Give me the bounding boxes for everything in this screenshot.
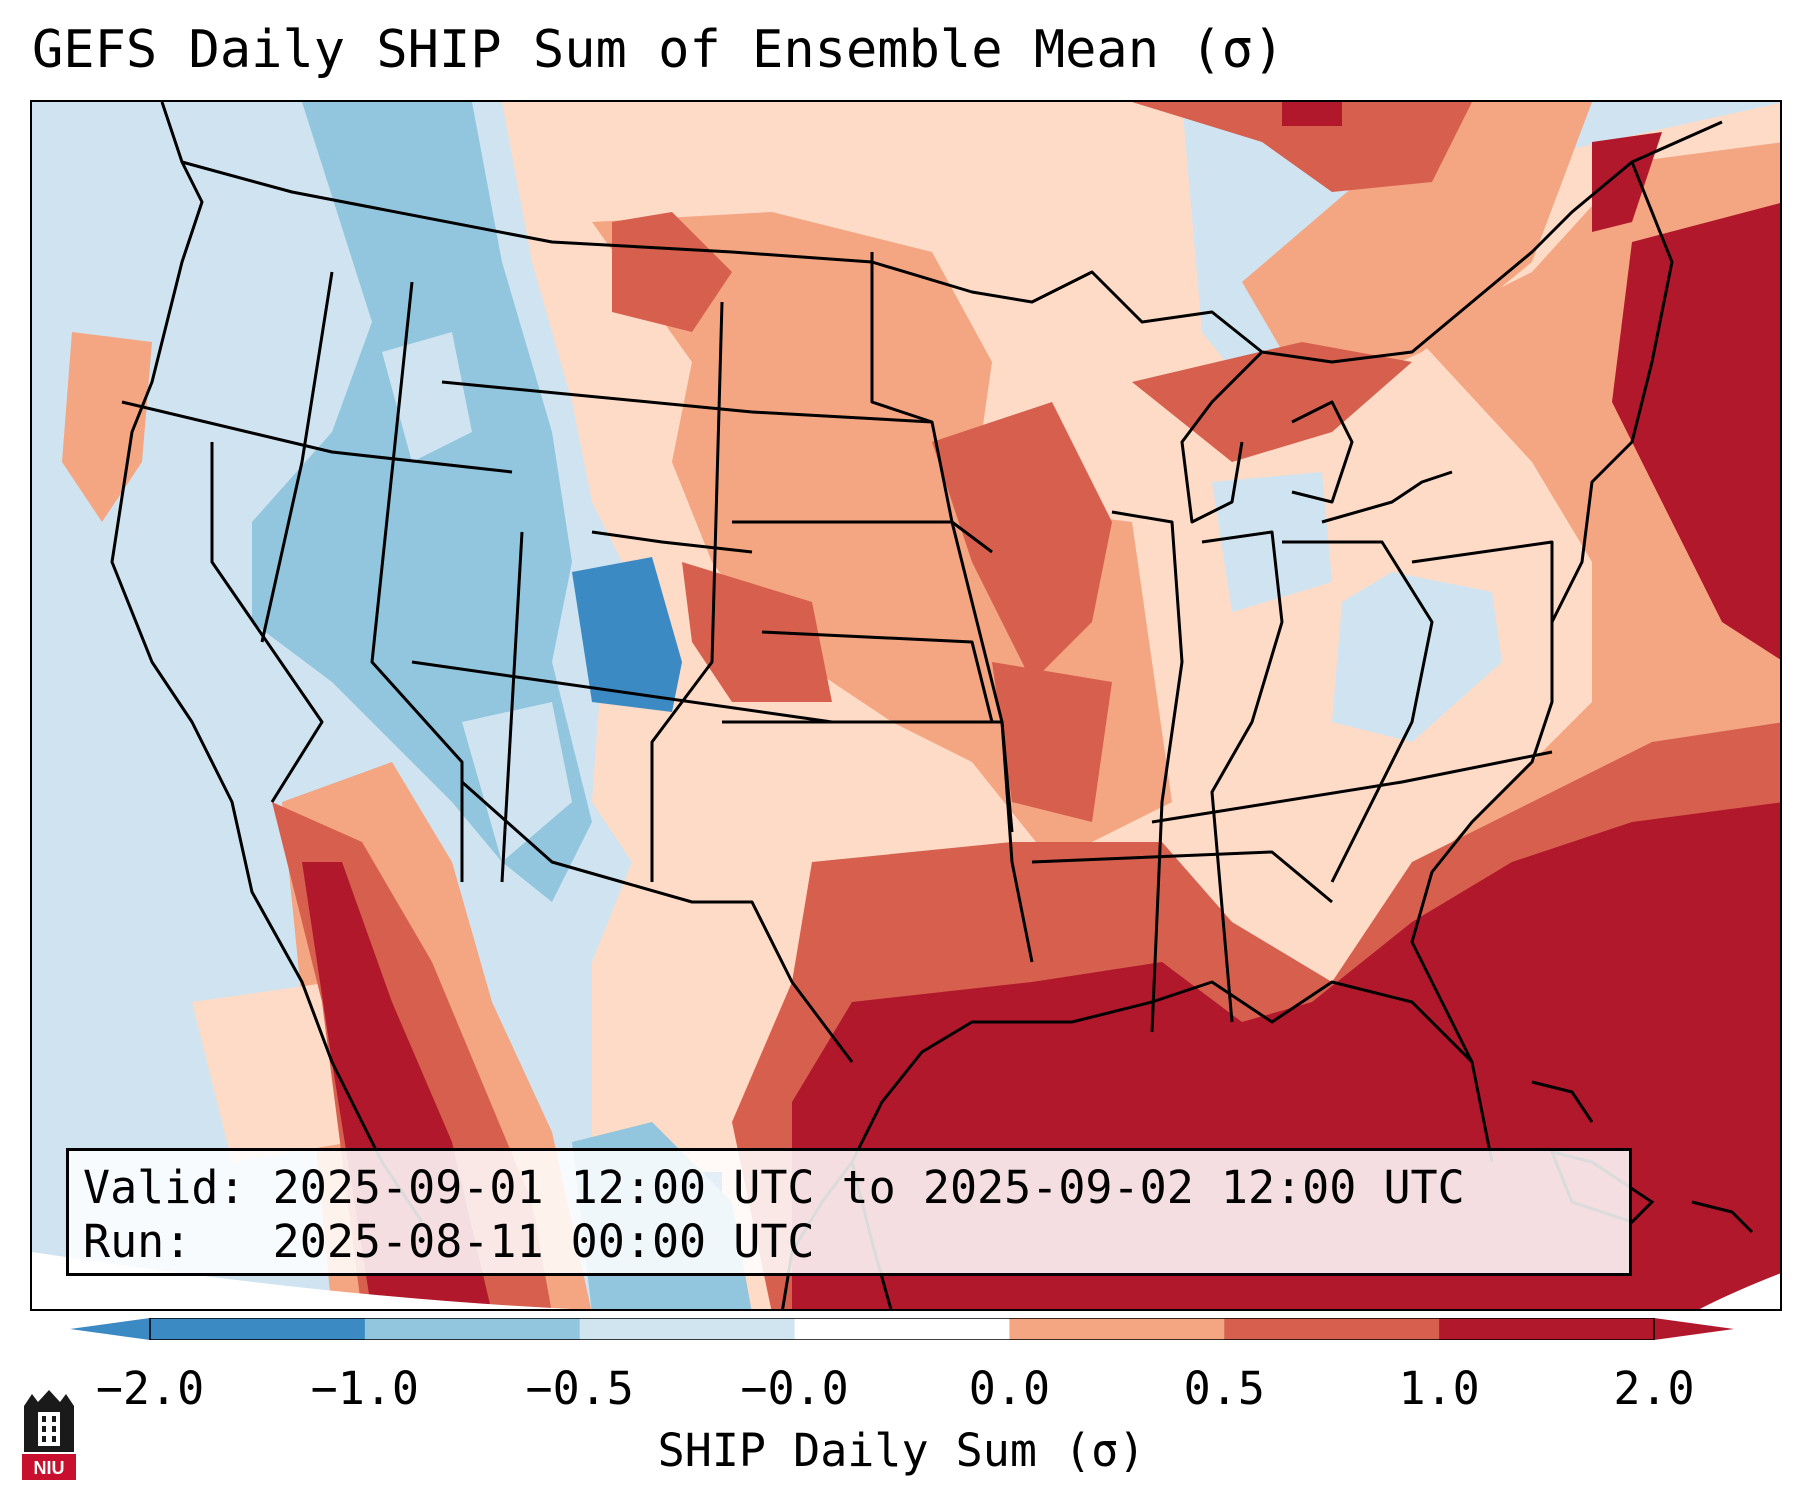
high-patch-missouri xyxy=(992,662,1112,822)
colorbar-over-arrow xyxy=(1654,1318,1734,1340)
lake-michigan-shore xyxy=(1180,350,1264,524)
high-patch-iowa xyxy=(932,402,1112,682)
negative-hole xyxy=(462,702,572,862)
border-mt-wy xyxy=(441,380,753,414)
map-panel xyxy=(30,100,1782,1311)
border-pa-ny xyxy=(1411,540,1554,642)
colorbar-tick-label: 0.0 xyxy=(968,1362,1051,1415)
colorbar-segment xyxy=(1224,1318,1440,1340)
projection-edge-right xyxy=(1699,1273,1780,1309)
map-canvas xyxy=(32,102,1780,1309)
high-patch-lakes xyxy=(1132,342,1412,462)
mexico-border xyxy=(461,780,854,1063)
border-tn-nc xyxy=(1151,750,1553,824)
map-title: GEFS Daily SHIP Sum of Ensemble Mean (σ) xyxy=(32,20,1285,80)
colorbar-segment xyxy=(579,1318,796,1340)
west-coastline xyxy=(110,102,424,1223)
very-negative-region xyxy=(572,557,682,712)
border-oregon xyxy=(121,400,513,474)
lake-huron-shore xyxy=(1291,400,1354,504)
border-in-oh xyxy=(1201,530,1284,1023)
lake-erie-shore xyxy=(1321,470,1453,524)
border-nevada xyxy=(260,271,334,643)
border-al-ga xyxy=(1031,850,1333,904)
northern-border xyxy=(181,120,1723,364)
colorbar-segment xyxy=(794,1318,1010,1340)
colorbar xyxy=(70,1318,1734,1340)
positive-region-pacific xyxy=(62,332,152,522)
border-mn-mo xyxy=(870,252,1034,963)
border-wy-co xyxy=(591,530,753,554)
very-high-region-atlantic-ne xyxy=(1612,203,1780,660)
colorbar-tick-label: −0.5 xyxy=(525,1362,634,1415)
border-ut-az xyxy=(411,660,833,724)
high-patch-canada xyxy=(1132,102,1472,192)
border-wy-ut xyxy=(500,531,524,883)
east-coastline xyxy=(1410,161,1674,1163)
colorbar-tick-label: 1.0 xyxy=(1398,1362,1480,1415)
border-il-in xyxy=(1111,510,1184,1033)
ohio-valley-negative xyxy=(1332,572,1502,742)
border-oh-pa xyxy=(1282,540,1434,883)
colorbar-segment xyxy=(150,1318,366,1340)
high-patch-montana xyxy=(612,212,732,332)
very-high-patch-quebec xyxy=(1282,102,1342,126)
colorbar-segments xyxy=(150,1318,1655,1340)
slightly-positive-baja xyxy=(192,982,352,1162)
colorbar-segment xyxy=(1009,1318,1225,1340)
positive-region-northeast xyxy=(1242,102,1592,402)
borders xyxy=(110,102,1723,1309)
run-value: 2025-08-11 00:00 UTC xyxy=(272,1215,815,1268)
niu-logo: NIU xyxy=(22,1390,76,1480)
colorbar-under-arrow xyxy=(70,1318,150,1340)
run-label: Run: xyxy=(83,1215,192,1268)
high-patch-kansas xyxy=(682,562,832,702)
valid-label: Valid: xyxy=(83,1161,246,1214)
validity-info-box: Valid: 2025-09-01 12:00 UTC to 2025-09-0… xyxy=(66,1148,1632,1276)
border-co-ks xyxy=(650,301,724,882)
colorbar-tick-label: −0.0 xyxy=(740,1362,849,1415)
colorbar-label: SHIP Daily Sum (σ) xyxy=(657,1424,1146,1477)
colorbar-tick-label: 0.5 xyxy=(1183,1362,1265,1415)
border-ca-nevada xyxy=(210,442,324,803)
border-ne-ks xyxy=(761,630,994,723)
border-idaho-utah xyxy=(370,281,464,882)
negative-region xyxy=(252,102,592,902)
colorbar-segment xyxy=(364,1318,581,1340)
valid-value: 2025-09-01 12:00 UTC to 2025-09-02 12:00… xyxy=(272,1161,1465,1214)
projection-edge-left xyxy=(32,1252,572,1309)
logo-text: NIU xyxy=(34,1458,65,1478)
colorbar-tick-label: −1.0 xyxy=(310,1362,420,1415)
colorbar-segment xyxy=(1439,1318,1655,1340)
border-nd-sd xyxy=(751,410,933,424)
colorbar-tick-label: −2.0 xyxy=(95,1362,205,1415)
colorbar-tick-label: 2.0 xyxy=(1613,1362,1695,1415)
